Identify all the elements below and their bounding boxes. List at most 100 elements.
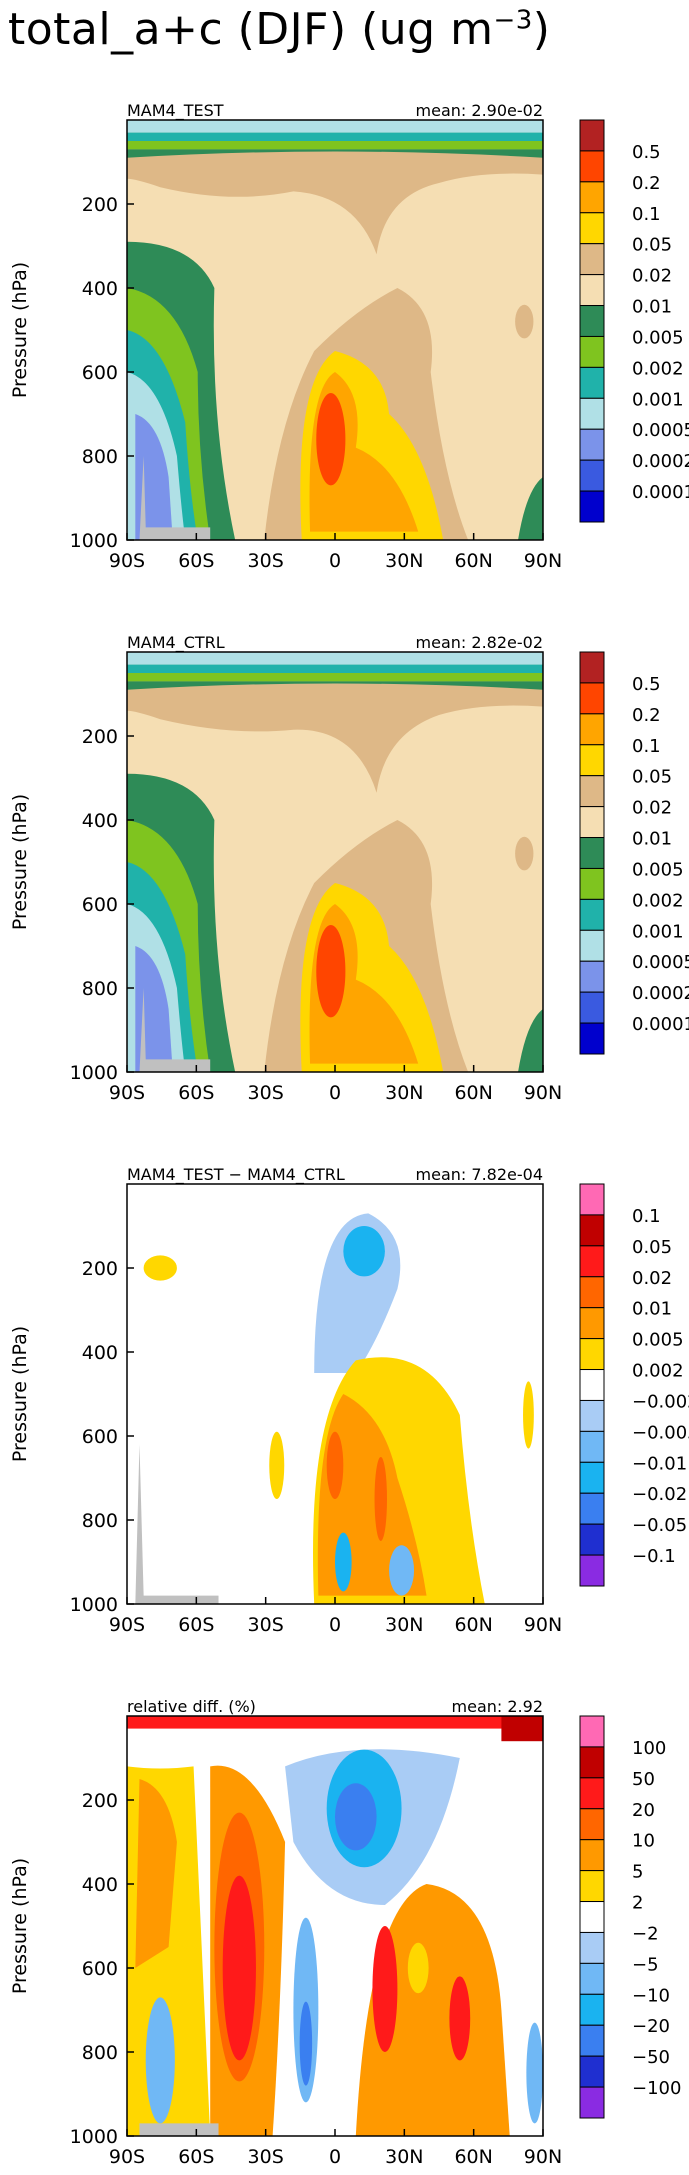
colorbar-label: 0.01	[632, 829, 672, 850]
colorbar-swatch	[579, 335, 605, 368]
colorbar-label: 0.05	[632, 1237, 672, 1258]
x-tick-label: 60S	[178, 2146, 214, 2168]
colorbar-swatch	[579, 867, 605, 900]
y-tick-label: 600	[82, 362, 118, 384]
field-band	[127, 132, 543, 141]
colorbar-swatch	[579, 2086, 605, 2119]
colorbar-swatch	[579, 1993, 605, 2026]
figure-title-text: total_a+c (DJF) (ug m	[8, 4, 494, 55]
field-contour	[326, 1431, 344, 1499]
colorbar-label: 0.001	[632, 921, 684, 942]
colorbar-swatch	[579, 305, 605, 337]
panel-mean: mean: 2.92	[452, 1697, 543, 1716]
colorbar-label: −50	[632, 2047, 670, 2068]
field-contour	[335, 1783, 377, 1851]
field-contour	[143, 1255, 177, 1281]
colorbar-label: −0.02	[632, 1484, 687, 1505]
colorbar-label: 20	[632, 1800, 655, 1821]
panel-label: relative diff. (%)	[127, 1697, 256, 1716]
field-contour	[145, 1997, 175, 2124]
colorbar-label: −0.005	[632, 1422, 689, 1443]
x-tick-label: 30N	[385, 550, 423, 572]
colorbar-swatch	[579, 150, 605, 183]
y-axis-label: Pressure (hPa)	[9, 1858, 31, 1994]
colorbar-swatch	[579, 1901, 605, 1933]
panel-label: MAM4_TEST	[127, 101, 224, 121]
colorbar-label: 0.2	[632, 173, 661, 194]
field-contour	[127, 151, 543, 255]
y-tick-label: 200	[82, 1790, 118, 1812]
colorbar-swatch	[579, 1369, 605, 1401]
x-tick-label: 90N	[524, 2146, 562, 2168]
colorbar-swatch	[579, 1183, 605, 1216]
field-contour	[515, 836, 534, 871]
colorbar-swatch	[579, 1430, 605, 1463]
colorbar-swatch	[579, 1399, 605, 1432]
x-tick-label: 90N	[524, 550, 562, 572]
colorbar-label: 0.0001	[632, 1014, 689, 1035]
x-tick-label: 60S	[178, 1614, 214, 1636]
field-band	[127, 681, 543, 694]
x-tick-label: 30N	[385, 1082, 423, 1104]
field-contour	[501, 1716, 543, 1742]
colorbar-swatch	[579, 806, 605, 839]
x-tick-label: 30S	[248, 1614, 284, 1636]
colorbar-swatch	[579, 837, 605, 869]
panel-mean: mean: 2.82e-02	[416, 633, 543, 652]
topography-mask	[139, 456, 211, 540]
x-tick-label: 30N	[385, 1614, 423, 1636]
x-tick-label: 60N	[454, 1082, 492, 1104]
y-tick-label: 800	[82, 2042, 118, 2064]
figure-title-close: )	[532, 4, 551, 55]
x-tick-label: 90S	[109, 1614, 145, 1636]
y-tick-label: 400	[82, 810, 118, 832]
colorbar-swatch	[579, 119, 605, 152]
field-band	[127, 652, 543, 665]
field-contour	[449, 1976, 471, 2061]
colorbar-swatch	[579, 1777, 605, 1810]
colorbar-swatch	[579, 651, 605, 684]
x-tick-label: 60N	[454, 1614, 492, 1636]
y-tick-label: 1000	[70, 1062, 118, 1084]
colorbar-swatch	[579, 929, 605, 962]
colorbar-label: 0.05	[632, 235, 672, 256]
field-contour	[135, 1779, 177, 1968]
y-tick-label: 800	[82, 978, 118, 1000]
x-tick-label: 60S	[178, 1082, 214, 1104]
colorbar-swatch	[579, 1554, 605, 1587]
field-band	[127, 120, 543, 133]
field-band	[127, 141, 543, 150]
colorbar-label: 0.2	[632, 705, 661, 726]
field-band	[127, 149, 543, 162]
y-axis-label: Pressure (hPa)	[9, 262, 31, 398]
colorbar-label: 2	[632, 1893, 643, 1914]
colorbar-label: 0.0001	[632, 482, 689, 503]
y-axis-label: Pressure (hPa)	[9, 1326, 31, 1462]
colorbar-label: −10	[632, 1985, 670, 2006]
field-contour	[355, 1884, 510, 2136]
colorbar-swatch	[579, 274, 605, 307]
colorbar-swatch	[579, 1461, 605, 1494]
colorbar-label: −20	[632, 2016, 670, 2037]
colorbar-label: −0.002	[632, 1391, 689, 1412]
figure-title: total_a+c (DJF) (ug m−3)	[8, 4, 550, 55]
colorbar-swatch	[579, 682, 605, 715]
colorbar-label: 0.5	[632, 142, 661, 163]
colorbar-label: 0.0005	[632, 420, 689, 441]
colorbar-swatch	[579, 181, 605, 214]
reldiff-chart-svg: relative diff. (%) mean: 2.92 90S 60S 30S 0 30…	[9, 1697, 681, 2168]
colorbar-swatch	[579, 1338, 605, 1371]
colorbar-label: −0.01	[632, 1453, 687, 1474]
colorbar-swatch	[579, 744, 605, 777]
x-tick-label: 0	[329, 1082, 341, 1104]
colorbar-swatch	[579, 1746, 605, 1779]
colorbar-swatch	[579, 490, 605, 523]
panel-mean: mean: 7.82e-04	[416, 1165, 543, 1184]
topography-mask	[139, 988, 211, 1072]
colorbar-label: 0.0005	[632, 952, 689, 973]
colorbar-label: 50	[632, 1769, 655, 1790]
colorbar-swatch	[579, 960, 605, 993]
field-band	[127, 673, 543, 682]
y-tick-label: 200	[82, 1258, 118, 1280]
colorbar-swatch	[579, 1931, 605, 1964]
